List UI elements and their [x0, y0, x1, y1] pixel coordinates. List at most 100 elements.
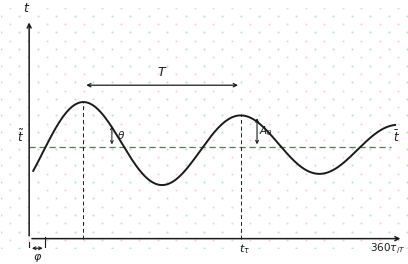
Point	[81, 88, 87, 93]
Point	[367, 147, 374, 151]
Point	[256, 113, 263, 117]
Point	[81, 122, 87, 126]
Point	[7, 105, 13, 109]
Point	[386, 229, 392, 234]
Point	[284, 188, 290, 192]
Point	[109, 97, 115, 101]
Point	[321, 221, 327, 225]
Point	[386, 147, 392, 151]
Point	[44, 6, 50, 10]
Point	[145, 163, 152, 167]
Point	[201, 229, 207, 234]
Point	[376, 171, 383, 176]
Point	[302, 88, 309, 93]
Point	[34, 229, 41, 234]
Point	[293, 113, 299, 117]
Point	[191, 171, 198, 176]
Point	[339, 205, 346, 209]
Point	[321, 138, 327, 143]
Point	[367, 113, 374, 117]
Point	[201, 97, 207, 101]
Point	[201, 14, 207, 18]
Point	[127, 30, 133, 35]
Point	[173, 171, 180, 176]
Point	[321, 39, 327, 43]
Point	[127, 163, 133, 167]
Point	[266, 88, 272, 93]
Point	[99, 39, 106, 43]
Point	[182, 130, 189, 134]
Point	[210, 238, 217, 242]
Point	[395, 188, 401, 192]
Point	[173, 221, 180, 225]
Point	[266, 22, 272, 26]
Point	[127, 113, 133, 117]
Point	[155, 238, 161, 242]
Point	[109, 47, 115, 51]
Point	[256, 180, 263, 184]
Point	[118, 105, 124, 109]
Point	[367, 97, 374, 101]
Point	[127, 196, 133, 201]
Text: $t_\tau$: $t_\tau$	[239, 242, 251, 256]
Point	[0, 47, 4, 51]
Point	[44, 22, 50, 26]
Point	[136, 122, 142, 126]
Point	[348, 213, 355, 217]
Point	[404, 180, 408, 184]
Point	[16, 163, 22, 167]
Point	[118, 171, 124, 176]
Point	[358, 22, 364, 26]
Point	[302, 122, 309, 126]
Point	[247, 72, 253, 76]
Point	[275, 246, 281, 250]
Text: $T$: $T$	[157, 66, 167, 79]
Point	[219, 213, 226, 217]
Point	[358, 155, 364, 159]
Point	[127, 80, 133, 84]
Point	[81, 138, 87, 143]
Point	[321, 171, 327, 176]
Point	[90, 130, 96, 134]
Point	[127, 147, 133, 151]
Point	[0, 30, 4, 35]
Point	[312, 130, 318, 134]
Point	[53, 229, 60, 234]
Point	[395, 88, 401, 93]
Point	[0, 113, 4, 117]
Point	[219, 163, 226, 167]
Point	[339, 171, 346, 176]
Point	[228, 122, 235, 126]
Point	[330, 47, 337, 51]
Point	[238, 130, 244, 134]
Point	[127, 64, 133, 68]
Point	[247, 205, 253, 209]
Point	[247, 88, 253, 93]
Point	[136, 155, 142, 159]
Point	[136, 188, 142, 192]
Point	[90, 213, 96, 217]
Point	[201, 246, 207, 250]
Point	[386, 196, 392, 201]
Point	[182, 246, 189, 250]
Point	[25, 122, 32, 126]
Point	[386, 163, 392, 167]
Point	[53, 130, 60, 134]
Point	[0, 130, 4, 134]
Point	[358, 238, 364, 242]
Point	[155, 155, 161, 159]
Point	[358, 55, 364, 59]
Point	[367, 180, 374, 184]
Point	[367, 64, 374, 68]
Point	[404, 47, 408, 51]
Point	[201, 213, 207, 217]
Point	[312, 163, 318, 167]
Point	[247, 138, 253, 143]
Point	[321, 72, 327, 76]
Point	[71, 246, 78, 250]
Point	[25, 105, 32, 109]
Point	[256, 147, 263, 151]
Text: $\tilde{t}$: $\tilde{t}$	[17, 129, 24, 145]
Point	[312, 97, 318, 101]
Point	[404, 213, 408, 217]
